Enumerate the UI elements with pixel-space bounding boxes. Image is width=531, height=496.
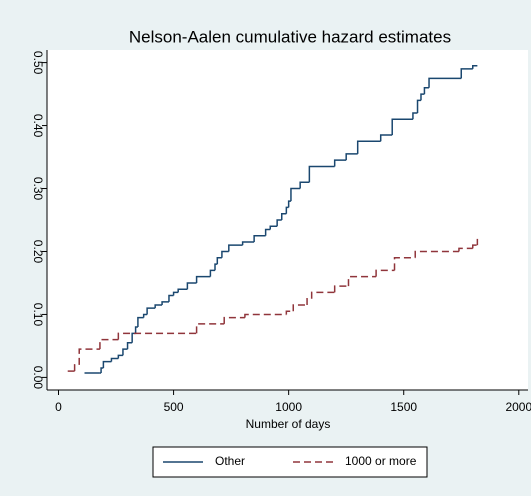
step-segment	[146, 307, 156, 315]
step-segment	[186, 282, 197, 290]
step-segment	[264, 228, 271, 236]
step-segment	[412, 112, 418, 120]
step-segment	[292, 304, 308, 312]
step-segment	[280, 212, 287, 220]
x-tick-label: 1500	[390, 400, 417, 414]
y-tick-label: 0.00	[31, 366, 45, 390]
step-segment	[168, 294, 174, 302]
step-segment	[110, 357, 119, 362]
x-tick-label: 500	[164, 400, 184, 414]
step-segment	[172, 291, 179, 296]
step-segment	[117, 354, 123, 359]
step-segment	[154, 304, 163, 309]
step-segment	[347, 275, 377, 287]
step-segment	[134, 326, 138, 334]
step-segment	[306, 297, 312, 305]
step-segment	[73, 364, 80, 372]
step-segment	[391, 118, 413, 135]
x-tick-label: 1000	[275, 400, 302, 414]
legend-label: Other	[215, 454, 245, 468]
step-segment	[117, 332, 197, 340]
step-segment	[379, 134, 393, 142]
y-tick-label: 0.30	[31, 177, 45, 201]
step-segment	[161, 301, 169, 305]
step-segment	[393, 257, 416, 271]
step-segment	[460, 68, 473, 79]
x-tick-label: 0	[55, 400, 62, 414]
y-tick-label: 0.10	[31, 303, 45, 327]
step-segment	[253, 234, 266, 243]
step-segment	[195, 275, 211, 283]
step-segment	[223, 316, 245, 324]
step-segment	[310, 291, 335, 299]
step-segment	[195, 323, 225, 334]
chart-title: Nelson-Aalen cumulative hazard estimates	[129, 27, 451, 46]
step-segment	[375, 269, 395, 277]
plot-area	[47, 50, 528, 390]
step-segment	[221, 250, 229, 258]
step-segment	[142, 313, 148, 318]
step-segment	[269, 225, 278, 230]
step-segment	[414, 250, 459, 258]
step-segment	[333, 159, 347, 167]
y-tick-label: 0.20	[31, 240, 45, 264]
step-segment	[285, 206, 289, 214]
step-segment	[472, 64, 478, 69]
step-segment	[333, 285, 349, 293]
step-segment	[126, 342, 133, 350]
step-segment	[100, 367, 104, 373]
step-segment	[423, 87, 430, 95]
step-segment	[420, 93, 425, 101]
step-segment	[276, 219, 282, 227]
step-segment	[308, 165, 335, 183]
step-segment	[290, 187, 301, 202]
step-segment	[102, 360, 112, 368]
step-segment	[122, 348, 128, 356]
step-segment	[345, 153, 358, 161]
step-segment	[137, 316, 144, 328]
y-tick-label: 0.40	[31, 114, 45, 138]
step-segment	[299, 181, 310, 189]
step-segment	[458, 247, 473, 252]
step-segment	[216, 257, 222, 265]
step-segment	[287, 200, 291, 208]
x-axis-title: Number of days	[246, 417, 331, 431]
step-segment	[244, 313, 287, 318]
step-segment	[416, 99, 421, 113]
y-tick-label: 0.50	[31, 51, 45, 75]
step-segment	[209, 269, 216, 277]
legend-label: 1000 or more	[345, 454, 417, 468]
step-segment	[228, 244, 243, 252]
step-segment	[472, 244, 478, 249]
step-segment	[356, 140, 381, 154]
step-segment	[214, 263, 218, 271]
step-segment	[285, 310, 294, 315]
step-segment	[428, 77, 462, 88]
step-segment	[78, 348, 100, 365]
step-segment	[177, 288, 188, 293]
step-segment	[99, 338, 119, 350]
step-segment	[241, 241, 255, 246]
x-tick-label: 2000	[505, 400, 531, 414]
